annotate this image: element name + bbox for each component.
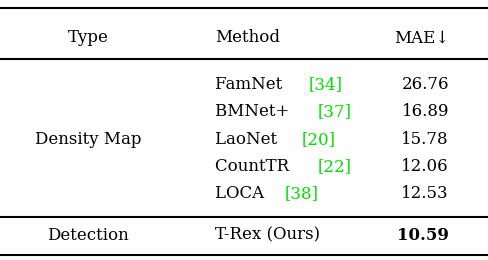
Text: Detection: Detection — [47, 227, 129, 244]
Text: [38]: [38] — [285, 185, 319, 202]
Text: Density Map: Density Map — [35, 131, 141, 148]
Text: MAE↓: MAE↓ — [394, 29, 449, 46]
Text: [37]: [37] — [318, 103, 351, 120]
Text: 16.89: 16.89 — [402, 103, 449, 120]
Text: 10.59: 10.59 — [397, 227, 449, 244]
Text: Method: Method — [215, 29, 280, 46]
Text: LOCA: LOCA — [215, 185, 269, 202]
Text: Type: Type — [67, 29, 108, 46]
Text: [22]: [22] — [317, 158, 351, 175]
Text: BMNet+: BMNet+ — [215, 103, 294, 120]
Text: 26.76: 26.76 — [402, 76, 449, 93]
Text: FamNet: FamNet — [215, 76, 287, 93]
Text: 15.78: 15.78 — [401, 131, 449, 148]
Text: T-Rex (Ours): T-Rex (Ours) — [215, 227, 320, 244]
Text: LaoNet: LaoNet — [215, 131, 282, 148]
Text: [20]: [20] — [302, 131, 336, 148]
Text: CountTR: CountTR — [215, 158, 294, 175]
Text: 12.06: 12.06 — [401, 158, 449, 175]
Text: [34]: [34] — [308, 76, 342, 93]
Text: 12.53: 12.53 — [401, 185, 449, 202]
